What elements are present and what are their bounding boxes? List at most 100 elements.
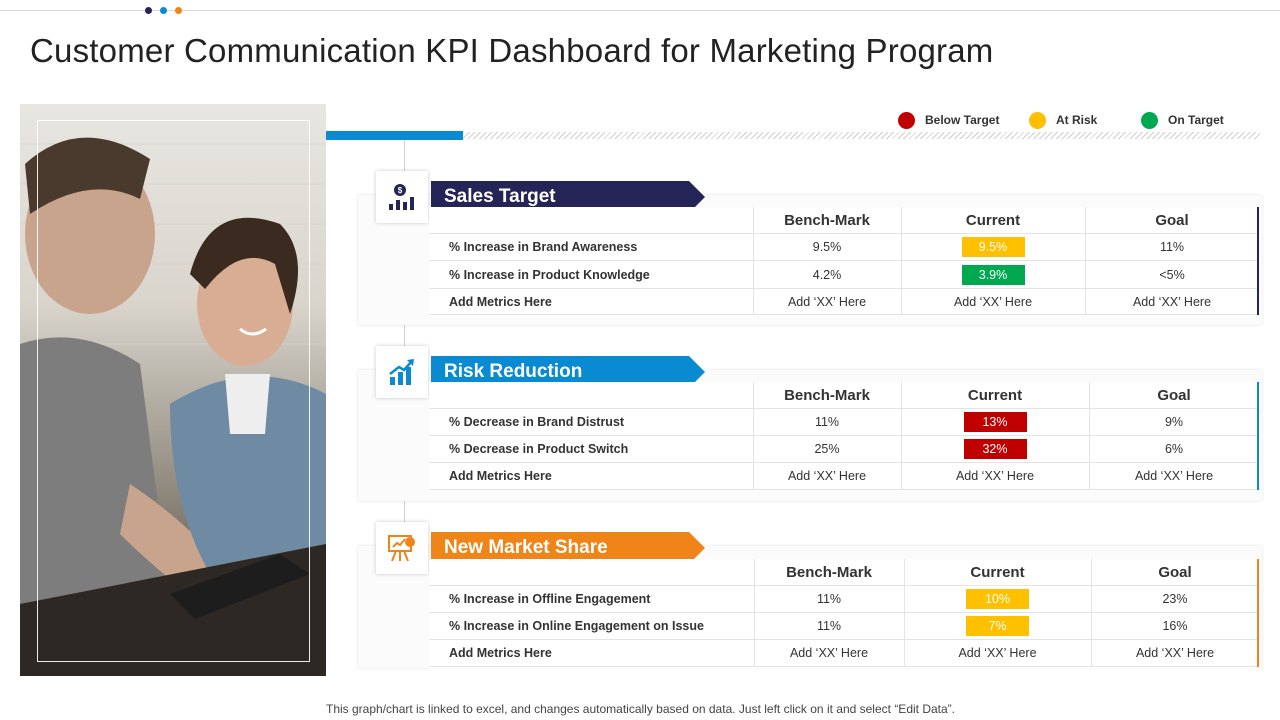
benchmark-value: 11% — [814, 415, 840, 429]
table-header-row: Bench-Mark Current Goal — [429, 382, 1259, 409]
progress-bar-solid — [326, 131, 463, 140]
table-row: Add Metrics Here Add ‘XX’ Here Add ‘XX’ … — [429, 640, 1259, 667]
goal-value: 23% — [1162, 592, 1188, 606]
top-divider — [0, 10, 1280, 11]
current-cell: 7% — [904, 613, 1091, 639]
banner-arrow — [689, 532, 705, 564]
photo-frame — [37, 120, 310, 662]
column-divider — [754, 559, 755, 667]
svg-text:$: $ — [398, 186, 403, 195]
header-goal: Goal — [1155, 211, 1189, 229]
column-divider — [901, 382, 902, 490]
current-value: Add ‘XX’ Here — [955, 469, 1035, 483]
table-row: Add Metrics Here Add ‘XX’ Here Add ‘XX’ … — [429, 463, 1259, 490]
table-header-row: Bench-Mark Current Goal — [429, 559, 1259, 586]
header-current: Current — [967, 386, 1023, 404]
page-title: Customer Communication KPI Dashboard for… — [30, 32, 994, 69]
table-row: Add Metrics Here Add ‘XX’ Here Add ‘XX’ … — [429, 289, 1259, 315]
status-badge-below-target: 13% — [963, 412, 1027, 432]
table-row: % Decrease in Product Switch 25% 32% 6% — [429, 436, 1259, 463]
section-icon-box — [376, 346, 428, 398]
section-new-market-share: New Market Share Bench-Mark Current Goal… — [328, 522, 1262, 669]
amber-dot-icon — [1029, 111, 1046, 129]
sales-chart-icon: $ — [389, 184, 414, 210]
section-title: New Market Share — [444, 537, 608, 558]
goal-value: Add ‘XX’ Here — [1132, 294, 1212, 309]
section-title: Sales Target — [444, 186, 556, 207]
goal-value: 6% — [1164, 442, 1184, 456]
decor-dot-blue — [160, 7, 167, 14]
section-accent-bar — [1257, 207, 1259, 315]
section-title: Risk Reduction — [444, 361, 583, 382]
presentation-board-icon — [388, 535, 415, 562]
header-goal: Goal — [1158, 563, 1192, 581]
metric-label: Add Metrics Here — [449, 646, 552, 660]
benchmark-value: Add ‘XX’ Here — [787, 469, 867, 483]
column-divider — [1091, 559, 1092, 667]
table-row: % Increase in Product Knowledge 4.2% 3.9… — [429, 261, 1259, 289]
legend-label: On Target — [1168, 113, 1224, 127]
table-header-row: Bench-Mark Current Goal — [429, 207, 1259, 234]
benchmark-value: 11% — [816, 592, 842, 606]
current-cell: 3.9% — [901, 261, 1085, 288]
section-sales-target: $ Sales Target Bench-Mark Current Goal %… — [328, 171, 1262, 325]
metric-label: % Increase in Brand Awareness — [449, 240, 638, 254]
column-divider — [1089, 382, 1090, 490]
column-divider — [753, 207, 754, 315]
benchmark-value: 25% — [814, 442, 840, 456]
status-badge-at-risk: 7% — [966, 616, 1029, 636]
benchmark-value: 9.5% — [812, 240, 842, 254]
metric-label: % Increase in Offline Engagement — [449, 592, 651, 606]
metric-label: % Decrease in Brand Distrust — [449, 415, 625, 429]
header-benchmark: Bench-Mark — [784, 386, 870, 404]
header-benchmark: Bench-Mark — [784, 211, 870, 229]
header-goal: Goal — [1157, 386, 1191, 404]
growth-chart-icon — [389, 359, 414, 385]
table-row: % Increase in Brand Awareness 9.5% 9.5% … — [429, 234, 1259, 261]
metric-label: Add Metrics Here — [449, 294, 552, 309]
section-banner: New Market Share — [431, 532, 705, 564]
decor-dot-orange — [175, 7, 182, 14]
current-cell: 32% — [901, 436, 1089, 462]
table-row: % Decrease in Brand Distrust 11% 13% 9% — [429, 409, 1259, 436]
column-divider — [904, 559, 905, 667]
legend-on-target: On Target — [1141, 111, 1224, 129]
current-value: Add ‘XX’ Here — [958, 646, 1037, 660]
column-divider — [1085, 207, 1086, 315]
metric-label: % Increase in Online Engagement on Issue — [449, 619, 704, 633]
status-badge-below-target: 32% — [963, 439, 1027, 459]
column-divider — [753, 382, 754, 490]
goal-value: <5% — [1159, 267, 1185, 282]
red-dot-icon — [898, 111, 915, 129]
kpi-table: Bench-Mark Current Goal % Increase in Br… — [429, 207, 1259, 317]
legend-label: At Risk — [1056, 113, 1098, 127]
metric-label: Add Metrics Here — [449, 469, 552, 483]
legend-at-risk: At Risk — [1029, 111, 1097, 129]
header-current: Current — [970, 563, 1025, 581]
benchmark-value: 4.2% — [812, 267, 842, 282]
kpi-table: Bench-Mark Current Goal % Increase in Of… — [429, 559, 1259, 669]
progress-bar-hatch — [463, 132, 1260, 139]
timeline-connector — [404, 140, 405, 528]
benchmark-value: 11% — [816, 619, 842, 633]
table-row: % Increase in Offline Engagement 11% 10%… — [429, 586, 1259, 613]
footnote: This graph/chart is linked to excel, and… — [326, 702, 955, 716]
benchmark-value: Add ‘XX’ Here — [787, 294, 867, 309]
green-dot-icon — [1141, 111, 1158, 129]
status-badge-at-risk: 9.5% — [961, 237, 1025, 257]
current-cell: 9.5% — [901, 234, 1085, 260]
status-badge-on-target: 3.9% — [961, 264, 1025, 285]
metric-label: % Increase in Product Knowledge — [449, 267, 650, 282]
header-benchmark: Bench-Mark — [786, 563, 872, 581]
current-cell: 10% — [904, 586, 1091, 612]
goal-value: 16% — [1162, 619, 1188, 633]
goal-value: 11% — [1159, 240, 1185, 254]
column-divider — [901, 207, 902, 315]
goal-value: Add ‘XX’ Here — [1135, 646, 1215, 660]
legend-below-target: Below Target — [898, 111, 999, 129]
decor-dot-navy — [145, 7, 152, 14]
section-accent-bar — [1257, 559, 1259, 667]
goal-value: 9% — [1164, 415, 1184, 429]
legend-label: Below Target — [925, 113, 1000, 127]
current-value: Add ‘XX’ Here — [953, 294, 1033, 309]
